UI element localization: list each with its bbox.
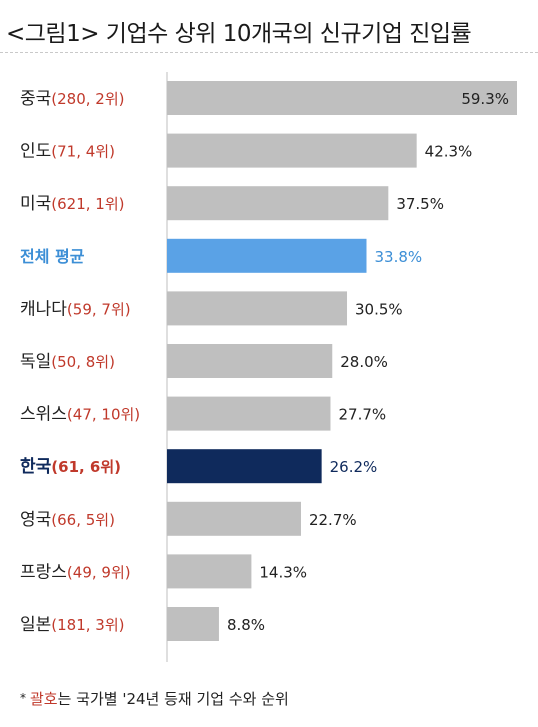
category-label-2: 미국(621, 1위): [20, 194, 125, 214]
category-rank-1: (71, 4위): [51, 143, 115, 161]
bar-6: [167, 396, 331, 431]
footnote-marker: *: [20, 691, 26, 705]
category-label-10: 일본(181, 3위): [20, 615, 125, 635]
category-name-4: 캐나다: [20, 299, 67, 319]
footnote-highlight: 괄호: [30, 690, 58, 708]
category-name-8: 영국: [20, 510, 51, 530]
bar-10: [167, 607, 219, 641]
footnote-text: 는 국가별 '24년 등재 기업 수와 순위: [57, 690, 289, 708]
category-name-9: 프랑스: [20, 562, 67, 582]
category-label-6: 스위스(47, 10위): [20, 405, 140, 425]
value-label-9: 14.3%: [259, 563, 307, 581]
bar-5: [167, 344, 333, 378]
category-name-3: 전체 평균: [20, 247, 85, 266]
category-rank-9: (49, 9위): [67, 563, 131, 581]
value-label-7: 26.2%: [330, 458, 378, 476]
bar-9: [167, 554, 252, 589]
category-name-0: 중국: [20, 89, 51, 109]
category-label-3: 전체 평균: [20, 247, 85, 266]
bar-0: [167, 81, 517, 115]
title-divider: [0, 52, 538, 53]
category-label-4: 캐나다(59, 7위): [20, 299, 131, 319]
category-rank-5: (50, 8위): [51, 353, 115, 371]
category-rank-10: (181, 3위): [51, 616, 124, 634]
value-label-8: 22.7%: [309, 511, 357, 529]
bar-2: [167, 186, 389, 221]
category-name-7: 한국: [20, 457, 52, 477]
bar-4: [167, 291, 348, 326]
category-label-9: 프랑스(49, 9위): [20, 562, 131, 582]
category-rank-8: (66, 5위): [51, 511, 115, 529]
category-label-8: 영국(66, 5위): [20, 510, 115, 530]
category-rank-6: (47, 10위): [67, 406, 140, 424]
footnote: * 괄호는 국가별 '24년 등재 기업 수와 순위: [20, 688, 289, 709]
category-name-1: 인도: [20, 142, 51, 162]
category-name-6: 스위스: [20, 405, 67, 425]
value-label-0: 59.3%: [461, 90, 509, 108]
chart-title: <그림1> 기업수 상위 10개국의 신규기업 진입률: [6, 21, 472, 47]
bar-8: [167, 501, 301, 536]
value-label-5: 28.0%: [340, 353, 388, 371]
value-label-4: 30.5%: [355, 300, 403, 318]
category-rank-2: (621, 1위): [51, 195, 124, 213]
category-label-1: 인도(71, 4위): [20, 142, 115, 162]
bar-chart: 중국(280, 2위) 59.3% 인도(71, 4위) 42.3% 미국(621, 1…: [20, 72, 517, 662]
category-label-0: 중국(280, 2위): [20, 89, 125, 109]
category-name-2: 미국: [20, 194, 51, 214]
category-rank-7: (61, 6위): [51, 458, 121, 476]
value-label-2: 37.5%: [396, 195, 444, 213]
category-label-7: 한국(61, 6위): [20, 457, 121, 477]
category-name-5: 독일: [20, 352, 51, 372]
category-rank-0: (280, 2위): [51, 90, 124, 108]
category-label-5: 독일(50, 8위): [20, 352, 115, 372]
value-label-3: 33.8%: [374, 248, 422, 266]
category-name-10: 일본: [20, 615, 51, 635]
bar-7: [167, 449, 322, 484]
value-label-6: 27.7%: [338, 406, 386, 424]
value-label-10: 8.8%: [227, 616, 265, 634]
bar-1: [167, 133, 417, 168]
category-rank-4: (59, 7위): [67, 300, 131, 318]
value-label-1: 42.3%: [425, 143, 473, 161]
bar-3: [167, 238, 367, 273]
